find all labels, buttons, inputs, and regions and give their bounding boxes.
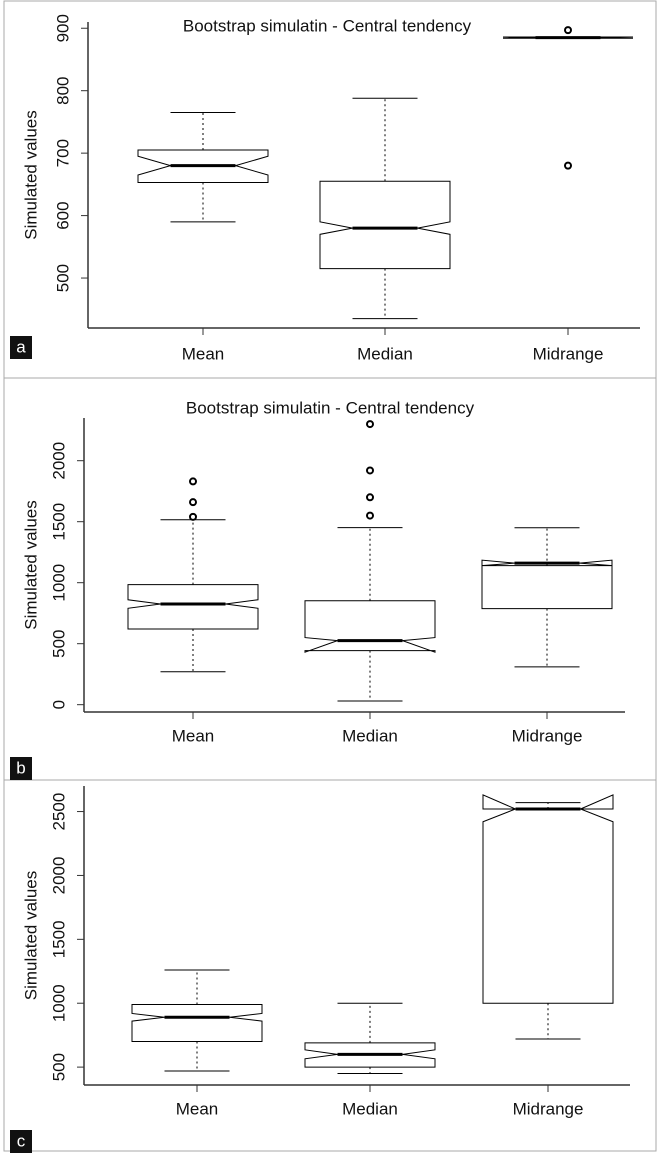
chart-title: Bootstrap simulatin - Central tendency (183, 16, 472, 35)
y-tick-label: 2000 (49, 442, 68, 480)
y-tick-label: 2000 (49, 857, 68, 895)
panel-label-box (10, 336, 32, 359)
outlier (564, 161, 572, 170)
panel-label-box (10, 757, 32, 780)
outlier (189, 498, 197, 507)
box (481, 559, 613, 610)
outlier (366, 466, 374, 475)
panel-label: a (16, 337, 26, 356)
box (482, 794, 614, 1004)
y-tick-label: 1000 (49, 564, 68, 602)
box (319, 180, 451, 270)
outlier (189, 512, 197, 521)
y-tick-label: 600 (53, 201, 72, 229)
x-tick-label: Median (342, 1099, 398, 1118)
outlier (189, 477, 197, 486)
x-tick-label: Midrange (533, 344, 604, 363)
outlier (366, 420, 374, 429)
x-tick-label: Midrange (512, 726, 583, 745)
chart-title: Bootstrap simulatin - Central tendency (186, 398, 475, 417)
y-tick-label: 0 (49, 700, 68, 709)
y-tick-label: 1500 (49, 920, 68, 958)
outlier (564, 26, 572, 35)
outlier (366, 511, 374, 520)
y-tick-label: 500 (49, 629, 68, 657)
y-tick-label: 1000 (49, 984, 68, 1022)
y-tick-label: 500 (53, 264, 72, 292)
panel-label: c (17, 1131, 26, 1150)
x-tick-label: Mean (182, 344, 225, 363)
panel-label-box (10, 1130, 32, 1153)
box (131, 1004, 263, 1043)
box (304, 600, 436, 653)
y-tick-label: 2500 (49, 793, 68, 831)
y-axis-label: Simulated values (21, 871, 40, 1000)
y-axis-label: Simulated values (21, 110, 40, 239)
y-tick-label: 1500 (49, 503, 68, 541)
y-tick-label: 800 (53, 77, 72, 105)
panel-label: b (16, 758, 25, 777)
y-tick-label: 900 (53, 14, 72, 42)
outlier (366, 493, 374, 502)
x-tick-label: Midrange (513, 1099, 584, 1118)
y-axis-label: Simulated values (21, 500, 40, 629)
x-tick-label: Median (342, 726, 398, 745)
y-tick-label: 700 (53, 139, 72, 167)
x-tick-label: Median (357, 344, 413, 363)
x-tick-label: Mean (176, 1099, 219, 1118)
y-tick-label: 500 (49, 1053, 68, 1081)
x-tick-label: Mean (172, 726, 215, 745)
box (127, 584, 259, 630)
